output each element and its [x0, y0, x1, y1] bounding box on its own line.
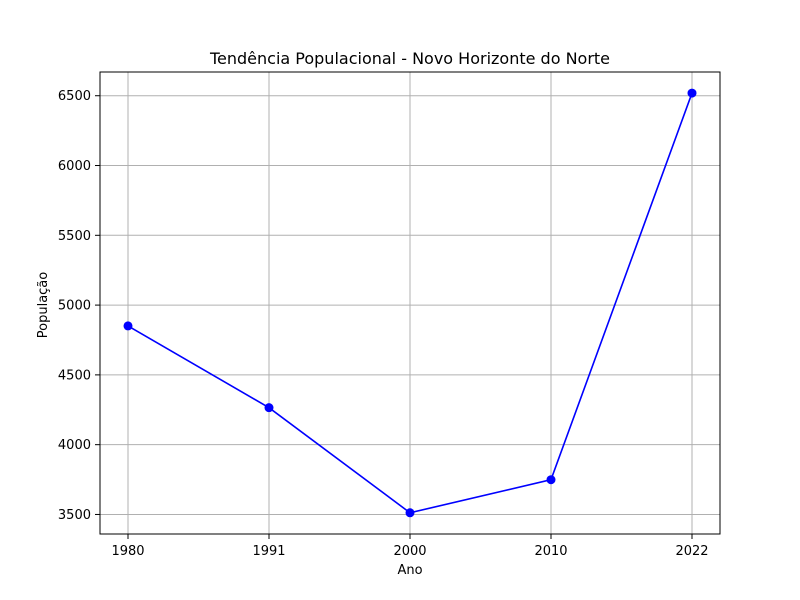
x-tick-label: 2010 [534, 544, 567, 559]
data-point-2010 [546, 475, 556, 485]
axis-ticks: 1980 1991 2000 2010 2022 3500 4000 4500 5000 5500… [58, 89, 709, 559]
data-point-2000 [405, 508, 415, 518]
series-layer [123, 88, 697, 518]
data-point-2022 [687, 88, 697, 98]
data-point-1980 [123, 321, 133, 331]
y-tick-label: 4500 [58, 368, 91, 383]
y-axis-label: População [36, 272, 51, 339]
chart-title: Tendência Populacional - Novo Horizonte … [209, 49, 610, 68]
y-tick-label: 6000 [58, 159, 91, 174]
data-point-1991 [264, 403, 274, 413]
x-tick-label: 2022 [675, 544, 708, 559]
y-tick-label: 3500 [58, 508, 91, 523]
x-tick-label: 1980 [111, 544, 144, 559]
x-tick-label: 2000 [393, 544, 426, 559]
y-tick-label: 6500 [58, 89, 91, 104]
x-tick-label: 1991 [252, 544, 285, 559]
y-tick-label: 5000 [58, 299, 91, 314]
y-tick-label: 5500 [58, 229, 91, 244]
x-axis-label: Ano [397, 563, 422, 578]
y-tick-label: 4000 [58, 438, 91, 453]
